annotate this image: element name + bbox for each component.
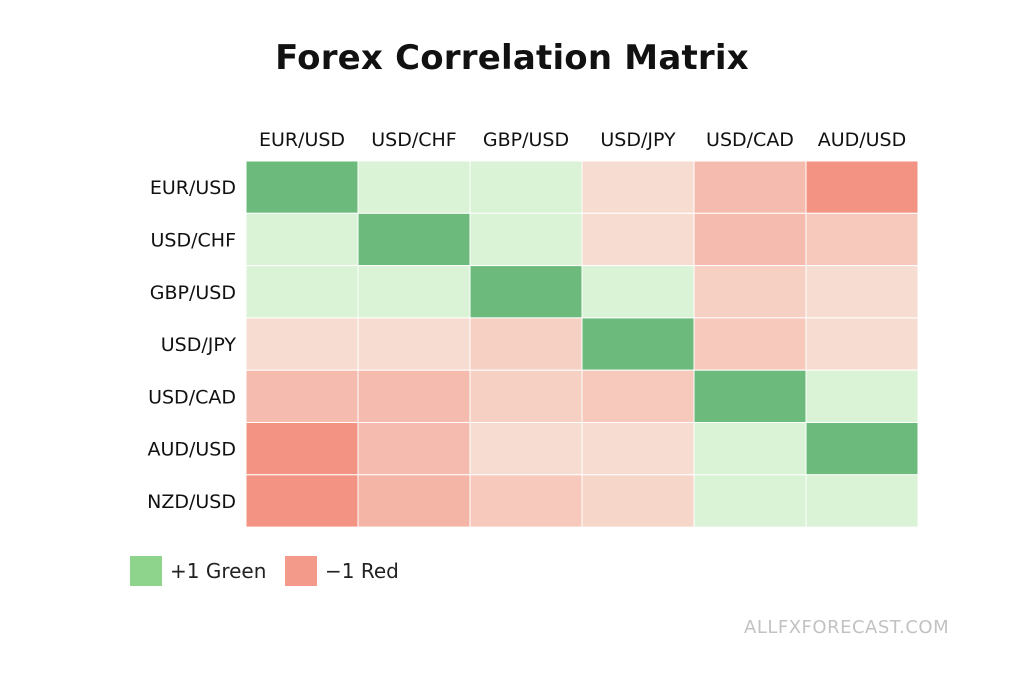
legend-item-negative: −1 Red: [285, 556, 399, 586]
heatmap-cell: [469, 422, 583, 476]
row-label: USD/CAD: [148, 386, 236, 408]
heatmap-cell: [805, 212, 919, 267]
column-header: AUD/USD: [818, 129, 907, 151]
legend-swatch-negative: [285, 556, 317, 586]
heatmap-cell: [357, 422, 471, 476]
heatmap-cell: [357, 212, 471, 267]
column-header: USD/CAD: [706, 129, 794, 151]
heatmap-cell: [245, 265, 359, 319]
legend-label-negative: −1 Red: [325, 559, 399, 583]
heatmap-cell: [357, 317, 471, 371]
heatmap-cell: [581, 317, 695, 371]
heatmap-cell: [581, 265, 695, 319]
heatmap-cell: [805, 265, 919, 319]
heatmap-cell: [581, 212, 695, 267]
heatmap-cell: [693, 474, 807, 528]
heatmap-cell: [357, 160, 471, 214]
heatmap-cell: [469, 369, 583, 424]
column-header: USD/JPY: [600, 129, 676, 151]
heatmap-cell: [581, 422, 695, 476]
heatmap-cell: [245, 422, 359, 476]
legend-item-positive: +1 Green: [130, 556, 266, 586]
heatmap-cell: [469, 317, 583, 371]
heatmap-cell: [581, 160, 695, 214]
chart-title: Forex Correlation Matrix: [275, 38, 749, 78]
heatmap-cell: [693, 369, 807, 424]
watermark: ALLFXFORECAST.COM: [744, 617, 950, 638]
heatmap-cell: [693, 212, 807, 267]
column-header: USD/CHF: [371, 129, 456, 151]
heatmap-cell: [805, 369, 919, 424]
heatmap-cell: [245, 474, 359, 528]
legend-swatch-positive: [130, 556, 162, 586]
column-header: EUR/USD: [259, 129, 345, 151]
heatmap-cell: [693, 317, 807, 371]
heatmap-cell: [357, 265, 471, 319]
heatmap-cell: [469, 160, 583, 214]
heatmap-cell: [805, 317, 919, 371]
heatmap-cell: [469, 212, 583, 267]
heatmap-cell: [693, 265, 807, 319]
heatmap-cell: [805, 422, 919, 476]
heatmap-cell: [469, 474, 583, 528]
row-label: AUD/USD: [147, 439, 236, 461]
row-label: GBP/USD: [150, 282, 236, 304]
heatmap-cell: [581, 474, 695, 528]
heatmap-cell: [245, 212, 359, 267]
heatmap-cell: [805, 474, 919, 528]
heatmap-cell: [693, 422, 807, 476]
row-label: NZD/USD: [147, 491, 236, 513]
heatmap-cell: [581, 369, 695, 424]
heatmap-cell: [245, 160, 359, 214]
heatmap-cell: [245, 369, 359, 424]
row-label: USD/JPY: [161, 334, 237, 356]
heatmap-cell: [357, 474, 471, 528]
column-header: GBP/USD: [483, 129, 569, 151]
heatmap-cell: [805, 160, 919, 214]
heatmap-cell: [357, 369, 471, 424]
heatmap-cell: [469, 265, 583, 319]
row-label: EUR/USD: [150, 177, 236, 199]
heatmap-cell: [693, 160, 807, 214]
heatmap-cell: [245, 317, 359, 371]
legend-label-positive: +1 Green: [170, 559, 267, 583]
row-label: USD/CHF: [151, 229, 236, 251]
